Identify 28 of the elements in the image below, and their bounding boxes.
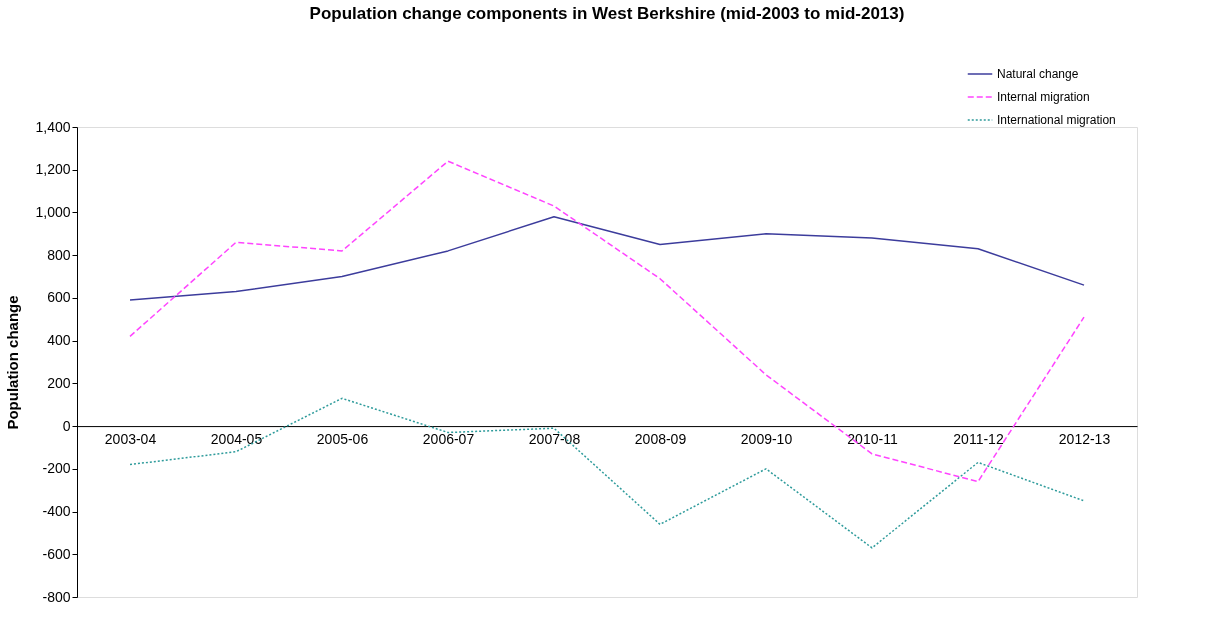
x-tick-label: 2006-07 — [422, 430, 475, 447]
y-tick-label: -200 — [42, 460, 71, 477]
x-tick-label: 2004-05 — [210, 430, 263, 447]
y-tick-label: -800 — [42, 588, 71, 605]
y-tick-label: 1,200 — [35, 161, 71, 178]
x-tick-label: 2009-10 — [740, 430, 793, 447]
y-tick-label: 1,000 — [35, 203, 71, 220]
y-tick-label: 800 — [47, 246, 71, 263]
x-tick-label: 2011-12 — [953, 430, 1004, 447]
y-tick-label: 0 — [62, 417, 71, 434]
x-tick-label: 2007-08 — [528, 430, 581, 447]
y-tick-label: -600 — [42, 545, 71, 562]
x-tick-label: 2012-13 — [1058, 430, 1111, 447]
chart-title: Population change components in West Berkshire (mid-2003 to mid-2013) — [309, 4, 905, 23]
x-tick-label: 2008-09 — [634, 430, 687, 447]
legend-label: Natural change — [997, 67, 1079, 81]
x-tick-label: 2010-11 — [847, 430, 898, 447]
y-axis-title: Population change — [4, 295, 22, 430]
y-tick-label: 1,400 — [35, 118, 71, 135]
legend-label: Internal migration — [997, 90, 1090, 104]
x-tick-label: 2003-04 — [104, 430, 157, 447]
y-tick-label: -400 — [42, 503, 71, 520]
line-series — [129, 215, 1085, 301]
y-tick-label: 600 — [47, 289, 71, 306]
x-tick-label: 2005-06 — [316, 430, 369, 447]
legend-label: International migration — [997, 113, 1116, 127]
y-tick-label: 400 — [47, 332, 71, 349]
y-tick-label: 200 — [47, 374, 71, 391]
